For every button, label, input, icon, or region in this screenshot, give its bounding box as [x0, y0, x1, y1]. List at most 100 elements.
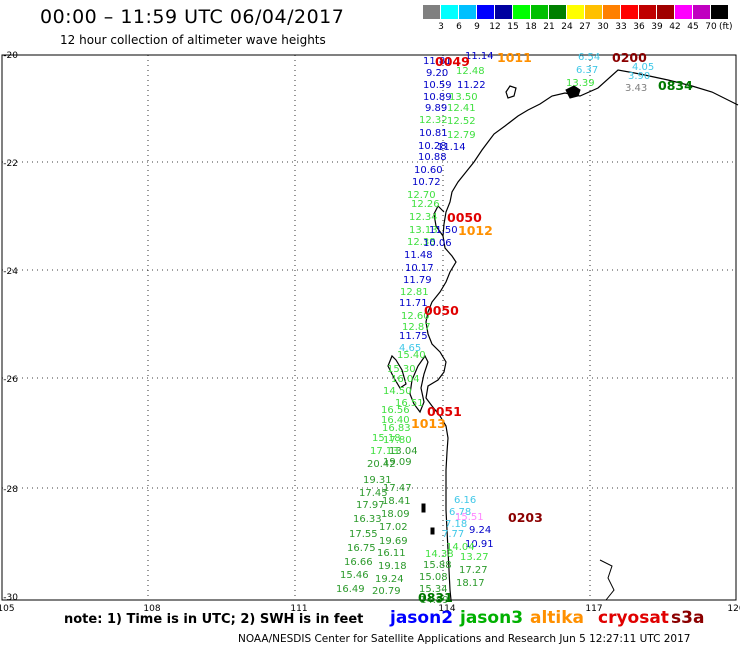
wave-height-value: 18.17	[456, 578, 485, 589]
wave-height-value: 15.34	[419, 584, 448, 595]
wave-height-value: 7.18	[445, 519, 467, 530]
coastline-western-australia	[425, 69, 739, 601]
wave-height-value: 15.18	[372, 433, 401, 444]
colorbar-swatch	[621, 5, 639, 19]
colorbar-label: 30	[597, 22, 609, 32]
wave-height-value: 16.56	[381, 405, 410, 416]
wave-height-value: 16.11	[377, 548, 406, 559]
wave-height-value: 12.34	[409, 212, 438, 223]
wave-height-value: 6.37	[576, 65, 598, 76]
wave-height-value: 10.06	[423, 238, 452, 249]
pass-time-label: 0051	[427, 404, 462, 419]
wave-height-value: 13.04	[389, 446, 418, 457]
latitude-label: -22	[3, 159, 18, 169]
wave-height-value: 12.52	[447, 116, 476, 127]
pass-time-labels: 0049 1011 02000834005010120050005110130203…	[411, 50, 693, 605]
latitude-label: -20	[3, 51, 18, 61]
wave-height-value: 14.50	[383, 386, 412, 397]
wave-height-value: 19.24	[375, 574, 404, 585]
wave-height-value: 15.51	[455, 512, 484, 523]
wave-height-value: 3.90	[628, 71, 650, 82]
wave-height-value: 11.75	[399, 331, 428, 342]
wave-height-value: 16.33	[353, 514, 382, 525]
wave-height-value: 17.55	[349, 529, 378, 540]
legend-jason3: jason3	[460, 608, 524, 628]
wave-height-value: 10.81	[419, 128, 448, 139]
legend-s3a: s3a	[671, 608, 705, 628]
colorbar-swatch	[693, 5, 711, 19]
wave-height-value: 16.49	[336, 584, 365, 595]
legend-jason2: jason2	[390, 608, 454, 628]
wave-height-value: 12.70	[407, 190, 436, 201]
wave-height-value: 16.04	[391, 374, 420, 385]
wave-height-value: 17.27	[459, 565, 488, 576]
wave-height-value: 15.40	[397, 350, 426, 361]
wave-height-value: 14.38	[425, 549, 454, 560]
colorbar-label: 3	[438, 22, 444, 32]
houtman-abrolhos-islands	[421, 503, 435, 535]
colorbar-label: 45	[687, 22, 699, 32]
colorbar-labels: 3 6 9 12 15 18 21 24 27 30 33 36 39 42 45 70 (ft)	[423, 22, 740, 34]
wave-height-value: 4.65	[399, 343, 421, 354]
wave-height-value: 19.31	[363, 475, 392, 486]
wave-height-value: 17.97	[356, 500, 385, 511]
colorbar-label: 24	[561, 22, 573, 32]
wave-height-value: 9.24	[469, 525, 491, 536]
wave-height-value: 15.30	[387, 364, 416, 375]
wave-height-value: 16.75	[347, 543, 376, 554]
pass-time-label: 1013	[411, 416, 446, 431]
longitude-label: 108	[143, 604, 160, 614]
wave-height-value: 6.78	[449, 507, 471, 518]
wave-height-value: 18.09	[381, 509, 410, 520]
wave-height-value: 17.45	[359, 488, 388, 499]
colorbar-label: 9	[474, 22, 480, 32]
wave-height-value: 11.50	[429, 225, 458, 236]
map-grid	[2, 55, 736, 600]
latitude-label: -24	[3, 267, 18, 277]
dirk-hartog-island	[387, 354, 407, 389]
colorbar-unit: (ft)	[719, 22, 733, 32]
chart-title: 00:00 – 11:59 UTC 06/04/2017	[40, 6, 345, 28]
legend-cryosat: cryosat	[598, 608, 669, 628]
colorbar-label: 15	[507, 22, 519, 32]
wave-height-value: 11.14	[465, 51, 494, 62]
wave-height-value: 11.22	[457, 80, 486, 91]
colorbar-swatch	[423, 5, 441, 19]
barrow-island	[505, 85, 517, 99]
longitude-label: 117	[585, 604, 602, 614]
pass-time-label: 0049	[435, 54, 470, 69]
longitude-label: 120	[727, 604, 740, 614]
wave-height-value: 10.59	[423, 80, 452, 91]
latitude-label: -28	[3, 485, 18, 495]
wave-height-value: 10.91	[465, 539, 494, 550]
pass-time-label: 0050	[424, 303, 459, 318]
wave-height-value: 4.05	[632, 62, 654, 73]
wave-height-value: 13.50	[449, 92, 478, 103]
wave-height-value: 12.26	[411, 199, 440, 210]
legend-altika: altika	[530, 608, 585, 628]
wave-height-colorbar	[423, 5, 729, 19]
wave-height-value: 7.77	[442, 529, 464, 540]
colorbar-label: 33	[615, 22, 627, 32]
colorbar-swatch	[531, 5, 549, 19]
longitude-labels: 105 108 111 114 117 120	[0, 604, 740, 614]
colorbar-label: 18	[525, 22, 537, 32]
colorbar-label: 6	[456, 22, 462, 32]
wave-height-value: 10.72	[412, 177, 441, 188]
wave-height-value: 19.09	[383, 457, 412, 468]
longitude-label: 105	[0, 604, 15, 614]
wave-height-value: 10.17	[405, 263, 434, 274]
pass-time-label: 0834	[658, 78, 693, 93]
wave-height-value: 14.04	[446, 542, 475, 553]
colorbar-swatch	[711, 5, 729, 19]
wave-height-value: 13.13	[409, 225, 438, 236]
colorbar-swatch	[603, 5, 621, 19]
colorbar-swatch	[459, 5, 477, 19]
wave-height-value: 11.14	[437, 142, 466, 153]
north-west-cape	[433, 204, 445, 237]
colorbar-swatch	[675, 5, 693, 19]
wave-height-value: 12.41	[447, 103, 476, 114]
wave-height-value: 15.08	[419, 572, 448, 583]
wave-height-value: 17.47	[383, 483, 412, 494]
